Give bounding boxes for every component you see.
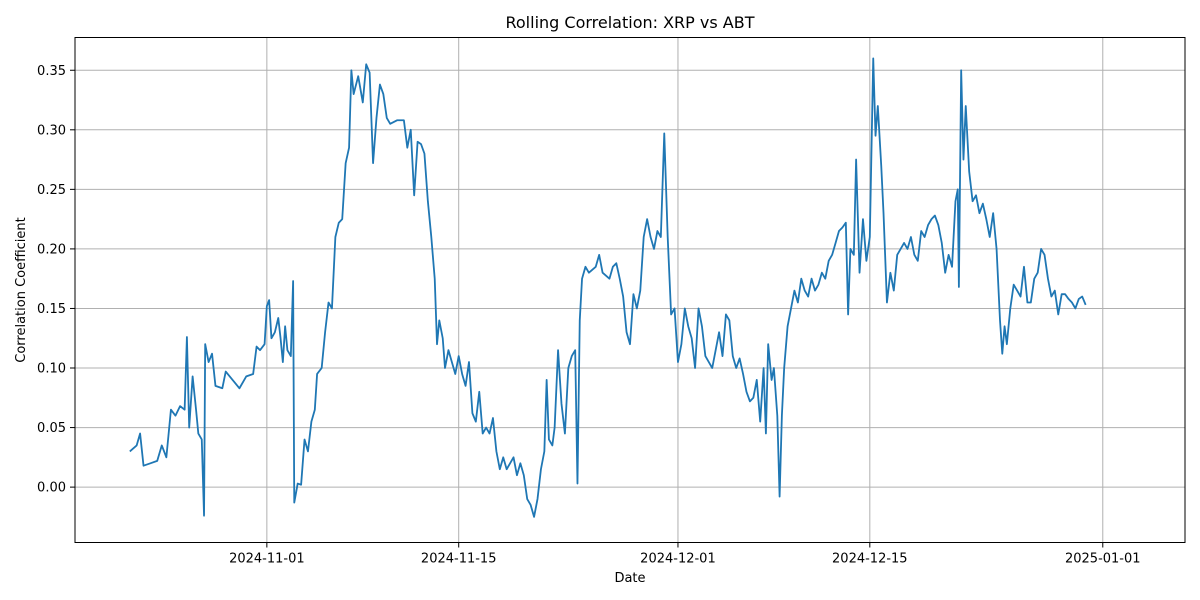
series-line (129, 57, 1087, 518)
grid-lines (75, 37, 1185, 543)
y-tick-label: 0.20 (37, 242, 66, 257)
x-tick-label: 2024-12-15 (832, 552, 908, 567)
y-tick-label: 0.05 (37, 421, 66, 436)
series-layer (129, 57, 1087, 518)
x-tick-label: 2025-01-01 (1065, 552, 1141, 567)
x-tick-label: 2024-12-01 (640, 552, 716, 567)
y-tick-label: 0.35 (37, 64, 66, 79)
y-tick-label: 0.25 (37, 183, 66, 198)
y-axis-label: Correlation Coefficient (14, 217, 29, 363)
y-tick-label: 0.10 (37, 362, 66, 377)
y-tick-label: 0.15 (37, 302, 66, 317)
chart-title: Rolling Correlation: XRP vs ABT (505, 13, 754, 32)
plot-frame (74, 37, 1186, 543)
x-tick-label: 2024-11-01 (229, 552, 305, 567)
x-tick-label: 2024-11-15 (421, 552, 497, 567)
y-tick-label: 0.00 (37, 481, 66, 496)
y-tick-label: 0.30 (37, 123, 66, 138)
x-axis-label: Date (614, 571, 645, 586)
axis-ticks: 2024-11-01 2024-11-15 2024-12-01 2024-12-15… (37, 64, 1141, 567)
